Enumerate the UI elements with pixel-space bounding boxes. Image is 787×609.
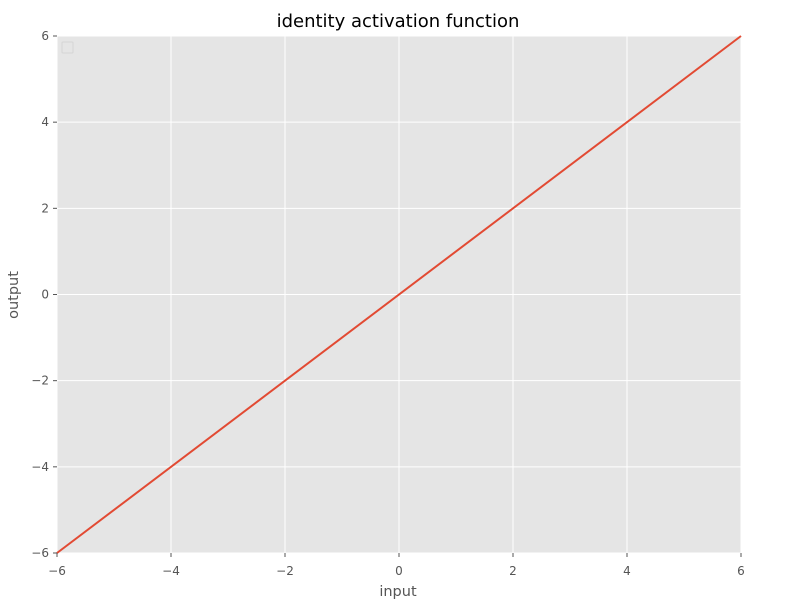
- y-tick-label: −2: [31, 374, 49, 388]
- y-tick-label: 2: [41, 201, 49, 215]
- tick-layer: −6 −4 −2 0 2 4 6 −6 −4 −2 0 2 4 6: [31, 29, 745, 578]
- y-tick-label: 4: [41, 115, 49, 129]
- x-tick-label: −6: [48, 564, 66, 578]
- x-tick-label: −2: [276, 564, 294, 578]
- chart-title: identity activation function: [277, 11, 520, 32]
- x-tick-label: 0: [395, 564, 403, 578]
- y-axis-label: output: [6, 271, 22, 319]
- x-tick-label: 6: [737, 564, 745, 578]
- x-tick-label: 4: [623, 564, 631, 578]
- legend-box: [61, 41, 74, 54]
- y-tick-label: 6: [41, 29, 49, 43]
- series-line-0: [56, 35, 742, 554]
- y-tick-label: −4: [31, 460, 49, 474]
- y-tick-label: 0: [41, 288, 49, 302]
- series-layer: [56, 35, 742, 554]
- x-axis-label: input: [379, 584, 417, 600]
- x-tick-label: −4: [162, 564, 180, 578]
- y-tick-label: −6: [31, 546, 49, 560]
- x-tick-label: 2: [509, 564, 517, 578]
- legend: [61, 41, 74, 54]
